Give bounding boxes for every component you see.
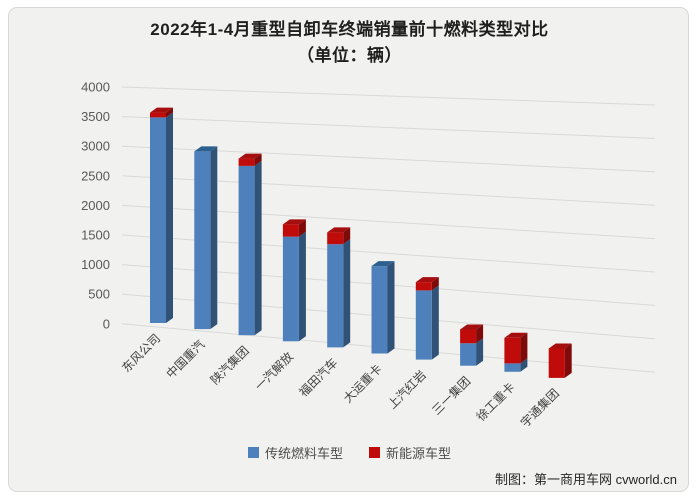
category-label-宇通集团: 宇通集团 [517,385,562,430]
bar-side-traditional-东风公司 [166,112,173,323]
chart-title: 2022年1-4月重型自卸车终端销量前十燃料类型对比 [150,20,549,39]
bar-side-traditional-陕汽集团 [254,160,262,336]
bar-top-大运重卡 [371,261,395,267]
bar-segment-new-energy-三一集团 [460,329,477,344]
y-axis-tick-label: 3000 [81,139,110,154]
bar-side-new-energy-徐工重卡 [520,332,528,364]
legend-swatch-new-energy-icon [369,447,380,458]
bar-segment-traditional-三一集团 [460,343,477,366]
bar-side-traditional-大运重卡 [387,261,395,354]
legend-label-traditional-fuel: 传统燃料车型 [264,446,343,461]
bar-segment-traditional-上汽红岩 [415,290,432,360]
y-axis-tick-label: 4000 [81,80,110,95]
bar-segment-traditional-大运重卡 [371,266,388,354]
gridline [121,116,656,139]
bar-top-陕汽集团 [238,153,262,159]
legend-item-new-energy: 新能源车型 [369,443,451,462]
bar-segment-new-energy-东风公司 [150,112,166,118]
bar-top-一汽解放 [282,219,306,225]
bar-side-new-energy-东风公司 [166,107,173,118]
bar-segment-new-energy-福田汽车 [327,232,344,245]
bar-top-中国重汽 [194,146,218,152]
category-label-大运重卡: 大运重卡 [341,362,385,406]
category-label-东风公司: 东风公司 [119,331,163,375]
gridline [121,86,656,106]
bar-side-traditional-一汽解放 [298,231,306,342]
chart-legend: 传统燃料车型 新能源车型 [0,443,699,462]
y-axis-tick-label: 2500 [81,168,110,183]
category-label-陕汽集团: 陕汽集团 [207,343,252,388]
y-axis-tick-label: 1000 [81,257,110,272]
bar-side-new-energy-福田汽车 [343,227,351,245]
bar-segment-new-energy-宇通集团 [548,348,565,378]
bar-segment-new-energy-徐工重卡 [504,337,521,364]
bar-side-traditional-三一集团 [476,338,484,366]
legend-label-new-energy: 新能源车型 [386,446,452,461]
category-label-中国重汽: 中国重汽 [163,337,208,382]
bar-segment-traditional-徐工重卡 [504,363,521,372]
y-axis-tick-label: 3500 [81,109,110,124]
category-label-福田汽车: 福田汽车 [296,355,341,400]
bar-segment-new-energy-上汽红岩 [415,282,432,291]
legend-item-traditional-fuel: 传统燃料车型 [247,443,343,462]
bar-side-new-energy-陕汽集团 [254,153,262,166]
bar-side-traditional-上汽红岩 [431,285,439,360]
chart-credit: 制图：第一商用车网 cvworld.cn [494,472,677,487]
legend-swatch-traditional-fuel-icon [247,447,259,458]
bar-side-new-energy-上汽红岩 [431,277,439,291]
bar-side-new-energy-一汽解放 [298,219,306,237]
bar-segment-traditional-东风公司 [150,117,166,323]
bar-top-上汽红岩 [415,277,439,283]
bar-side-traditional-中国重汽 [210,146,218,330]
bar-side-traditional-福田汽车 [343,239,351,348]
bar-top-东风公司 [150,107,173,113]
bar-segment-traditional-陕汽集团 [238,165,255,336]
bar-side-new-energy-三一集团 [476,324,484,344]
chart-subtitle: （单位：辆） [297,46,402,65]
bar-segment-traditional-福田汽车 [327,244,344,348]
bar-side-new-energy-宇通集团 [564,343,572,378]
bar-segment-new-energy-陕汽集团 [238,158,255,166]
bar-segment-traditional-中国重汽 [194,151,211,330]
y-axis-tick-label: 0 [103,316,110,331]
bar-top-三一集团 [460,324,484,330]
bar-top-福田汽车 [327,227,351,233]
bar-segment-traditional-一汽解放 [282,236,299,342]
category-label-一汽解放: 一汽解放 [251,349,296,394]
category-label-三一集团: 三一集团 [429,373,474,418]
bar-top-宇通集团 [548,343,572,349]
y-axis-tick-label: 500 [88,287,110,302]
y-axis-tick-label: 1500 [81,228,110,243]
y-axis-tick-label: 2000 [81,198,110,213]
bar-top-徐工重卡 [504,332,528,338]
bar-segment-new-energy-一汽解放 [282,224,299,237]
bar-side-traditional-徐工重卡 [520,358,528,372]
category-label-徐工重卡: 徐工重卡 [473,379,518,424]
category-label-上汽红岩: 上汽红岩 [384,367,429,412]
chart-title-block: 2022年1-4月重型自卸车终端销量前十燃料类型对比 （单位：辆） [0,17,699,69]
